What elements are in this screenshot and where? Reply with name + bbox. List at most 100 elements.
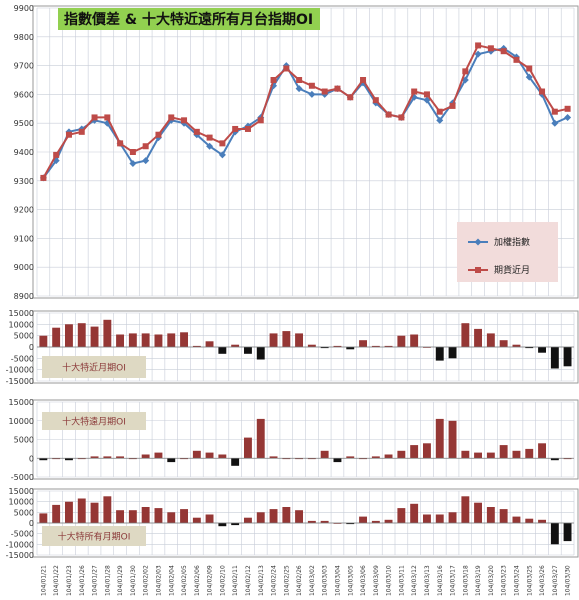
x-tick-label: 104/02/06 (194, 565, 201, 596)
x-tick-label: 104/03/26 (539, 565, 546, 596)
y-tick-label: -5000 (11, 473, 34, 482)
data-point (168, 114, 175, 121)
oi-bar (525, 448, 534, 459)
y-tick-label: 0 (29, 519, 34, 528)
y-tick-label: 9200 (14, 206, 34, 215)
oi-bar (307, 520, 316, 523)
data-point (193, 128, 200, 135)
oi-bar (538, 443, 546, 459)
data-point (104, 114, 111, 121)
x-tick-label: 104/03/04 (334, 565, 341, 596)
x-tick-label: 104/03/16 (437, 565, 444, 596)
x-tick-label: 104/03/12 (411, 565, 418, 596)
x-tick-label: 104/03/05 (347, 565, 354, 596)
x-tick-label: 104/01/26 (79, 565, 86, 596)
y-tick-label: -15000 (6, 551, 34, 560)
oi-bar (244, 517, 252, 523)
x-tick-label: 104/03/30 (565, 565, 572, 596)
data-point (295, 85, 303, 93)
data-point (539, 88, 546, 95)
y-tick-label: 15000 (9, 309, 34, 318)
oi-bar (141, 454, 150, 459)
oi-bar (167, 512, 176, 523)
data-point (487, 45, 494, 52)
y-tick-label: 10000 (9, 498, 34, 507)
y-tick-label: 9000 (14, 263, 34, 272)
data-point (232, 125, 239, 132)
x-tick-label: 104/03/27 (552, 565, 559, 596)
oi-bar (538, 519, 546, 523)
oi-bar (359, 340, 367, 347)
y-tick-label: 5000 (14, 508, 34, 517)
data-point (65, 131, 72, 138)
data-point (513, 56, 520, 63)
oi-bar (307, 458, 316, 460)
oi-bar (512, 344, 521, 347)
data-point (142, 157, 150, 165)
oi-bar (333, 523, 342, 524)
oi-bar (103, 496, 112, 523)
oi-bar (423, 443, 431, 459)
oi-bar (550, 347, 559, 369)
legend-box (457, 222, 558, 282)
data-point (296, 77, 303, 83)
data-point (142, 143, 149, 150)
oi-bar (499, 509, 508, 523)
oi-bar (231, 344, 240, 347)
oi-bar (550, 458, 559, 461)
oi-bar (474, 452, 482, 459)
x-tick-label: 104/02/10 (219, 565, 226, 596)
oi-bar (461, 323, 470, 347)
y-tick-label: 5000 (14, 332, 34, 341)
oi-bar (397, 508, 406, 523)
legend-entry: 期貨近月 (494, 264, 530, 276)
oi-bar (154, 452, 163, 459)
x-tick-label: 104/03/25 (526, 565, 533, 596)
x-tick-label: 104/03/19 (475, 565, 482, 596)
oi-bar (128, 458, 137, 460)
oi-bar (486, 452, 495, 459)
oi-bar (39, 335, 48, 347)
oi-bar (371, 345, 380, 347)
oi-bar (90, 326, 99, 347)
oi-bar (141, 507, 150, 523)
oi-bar (474, 328, 482, 347)
legend-marker (474, 238, 482, 246)
oi-bar (65, 458, 73, 461)
oi-bar (116, 456, 124, 459)
oi-bar (550, 523, 559, 545)
x-tick-label: 104/03/17 (450, 565, 457, 596)
data-point (475, 42, 482, 49)
oi-bar (256, 512, 265, 523)
y-tick-label: 9900 (14, 4, 34, 13)
oi-bar (320, 520, 329, 523)
y-tick-label: 9300 (14, 177, 34, 186)
data-point (334, 85, 341, 92)
y-tick-label: 9400 (14, 148, 34, 157)
oi-bar (39, 458, 48, 461)
data-point (155, 131, 162, 138)
oi-bar (128, 333, 137, 347)
oi-bar (103, 319, 112, 347)
oi-bar (116, 510, 124, 523)
panel-label: 十大特遠月期OI (62, 416, 126, 428)
x-tick-label: 104/03/20 (488, 565, 495, 596)
x-tick-label: 104/03/03 (322, 565, 329, 596)
oi-bar (474, 502, 482, 523)
x-axis-labels: 104/01/21 104/01/22 104/01/23 104/01/26 104/… (40, 565, 571, 596)
oi-bar (435, 347, 444, 361)
oi-bar (205, 514, 214, 523)
oi-bar (167, 333, 176, 347)
oi-bar (116, 334, 124, 347)
oi-bar (256, 418, 265, 459)
data-point (40, 174, 47, 181)
oi-bar (192, 345, 201, 347)
oi-bar (282, 458, 291, 460)
price-panel: 8900 9000 9100 9200 9300 9400 9500 9600 9700 9800… (14, 4, 579, 301)
x-tick-label: 104/02/09 (207, 565, 214, 596)
data-point (321, 88, 328, 95)
